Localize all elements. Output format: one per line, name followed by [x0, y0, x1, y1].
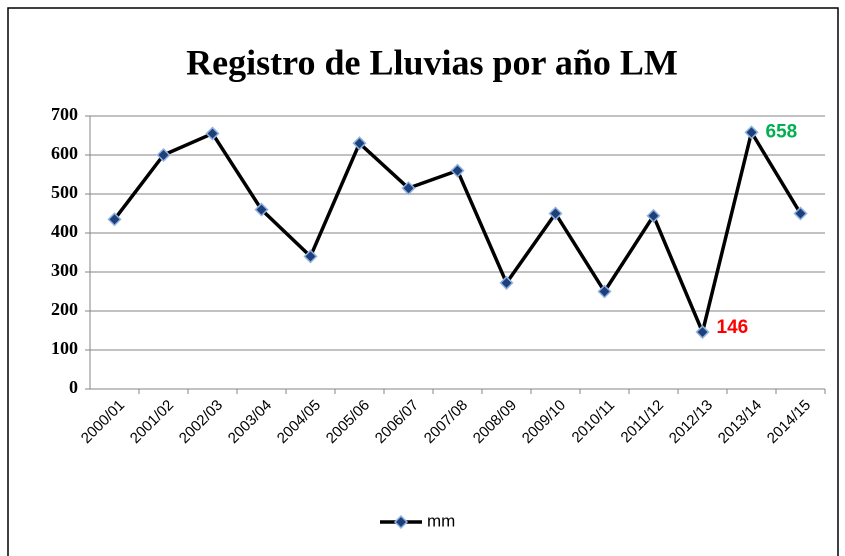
series-line [113, 130, 802, 334]
y-tick-label: 100 [51, 338, 78, 358]
y-tick-label: 200 [51, 299, 78, 319]
x-tick-label: 2012/13 [666, 397, 716, 447]
legend-marker [393, 514, 409, 530]
y-tick-label: 500 [51, 182, 78, 202]
x-tick-label: 2011/12 [618, 397, 668, 447]
x-tick-label: 2008/09 [470, 397, 520, 447]
legend-label: mm [427, 511, 455, 530]
data-label: 658 [766, 121, 798, 142]
data-point [450, 163, 465, 178]
x-tick-label: 2014/15 [764, 397, 814, 447]
x-tick-label: 2001/02 [127, 397, 177, 447]
data-label: 146 [717, 317, 749, 338]
x-tick-label: 2004/05 [274, 397, 324, 447]
data-point [107, 212, 122, 227]
x-tick-label: 2013/14 [715, 397, 765, 447]
chart-frame [7, 7, 839, 556]
x-tick-label: 2010/11 [569, 397, 619, 447]
data-point [646, 208, 661, 223]
data-point [254, 202, 269, 217]
chart-title: Registro de Lluvias por año LM [186, 42, 678, 82]
data-point [205, 126, 220, 141]
x-tick-label: 2005/06 [323, 397, 373, 447]
y-tick-label: 300 [51, 260, 78, 280]
y-tick-label: 400 [51, 221, 78, 241]
data-point [597, 284, 612, 299]
x-tick-label: 2003/04 [225, 397, 275, 447]
data-point [695, 324, 710, 340]
data-point [303, 249, 318, 264]
data-point [793, 206, 808, 221]
x-tick-label: 2009/10 [519, 397, 569, 447]
data-point [352, 136, 367, 151]
y-tick-label: 700 [51, 104, 78, 124]
data-point [499, 275, 514, 290]
data-point [744, 125, 759, 140]
x-tick-label: 2000/01 [78, 397, 128, 447]
data-point [548, 206, 563, 221]
data-point [401, 181, 416, 196]
x-tick-label: 2002/03 [176, 397, 226, 447]
data-point [156, 147, 171, 163]
x-tick-label: 2006/07 [372, 397, 422, 447]
y-tick-label: 0 [69, 377, 78, 397]
x-tick-label: 2007/08 [421, 397, 471, 447]
y-tick-label: 600 [51, 143, 78, 163]
